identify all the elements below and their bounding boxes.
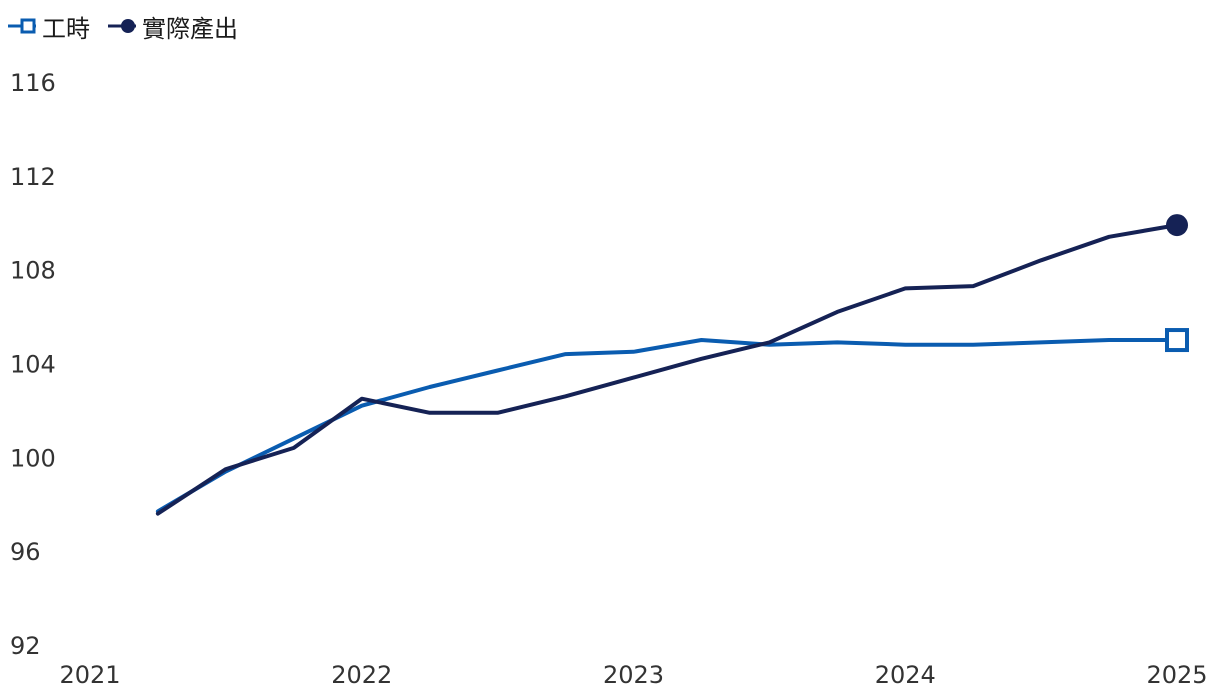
legend: 工時 實際產出 (8, 8, 256, 44)
y-tick-label: 92 (10, 632, 41, 660)
y-axis-ticks: 92 96 100 104 108 112 116 (10, 69, 56, 660)
legend-label-hours: 工時 (42, 14, 90, 43)
y-tick-label: 108 (10, 257, 56, 285)
x-tick-label: 2021 (59, 661, 120, 689)
series-end-marker-1 (1166, 214, 1188, 237)
y-tick-label: 116 (10, 69, 56, 97)
series-lines (155, 223, 1179, 516)
legend-item-hours: 工時 (8, 9, 90, 44)
series-end-marker-0 (1165, 328, 1189, 353)
legend-label-real-output: 實際產出 (142, 14, 238, 43)
y-tick-label: 104 (10, 351, 56, 379)
filled-circle-line-icon (108, 19, 136, 33)
y-tick-label: 96 (10, 538, 41, 566)
y-tick-label: 112 (10, 163, 56, 191)
x-axis-ticks: 2021 2022 2023 2024 2025 (59, 661, 1207, 689)
x-tick-label: 2024 (875, 661, 936, 689)
series-line-1 (155, 223, 1179, 516)
legend-item-real-output: 實際產出 (108, 9, 238, 44)
x-tick-label: 2025 (1146, 661, 1207, 689)
y-tick-label: 100 (10, 444, 56, 472)
x-tick-label: 2023 (603, 661, 664, 689)
series-end-markers (1165, 214, 1189, 353)
x-tick-label: 2022 (331, 661, 392, 689)
open-square-line-icon (8, 18, 36, 34)
series-line-0 (155, 338, 1179, 514)
